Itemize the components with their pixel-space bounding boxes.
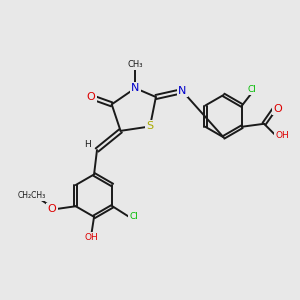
Text: OH: OH: [275, 131, 289, 140]
Text: N: N: [178, 86, 187, 96]
Text: O: O: [87, 92, 95, 102]
Text: OH: OH: [84, 233, 98, 242]
Text: H: H: [84, 140, 91, 149]
Text: Cl: Cl: [248, 85, 257, 94]
Text: S: S: [146, 122, 154, 131]
Text: O: O: [48, 204, 56, 214]
Text: CH₂CH₃: CH₂CH₃: [18, 191, 46, 200]
Text: CH₃: CH₃: [128, 60, 143, 69]
Text: O: O: [273, 104, 282, 114]
Text: N: N: [131, 83, 140, 93]
Text: Cl: Cl: [130, 212, 138, 221]
